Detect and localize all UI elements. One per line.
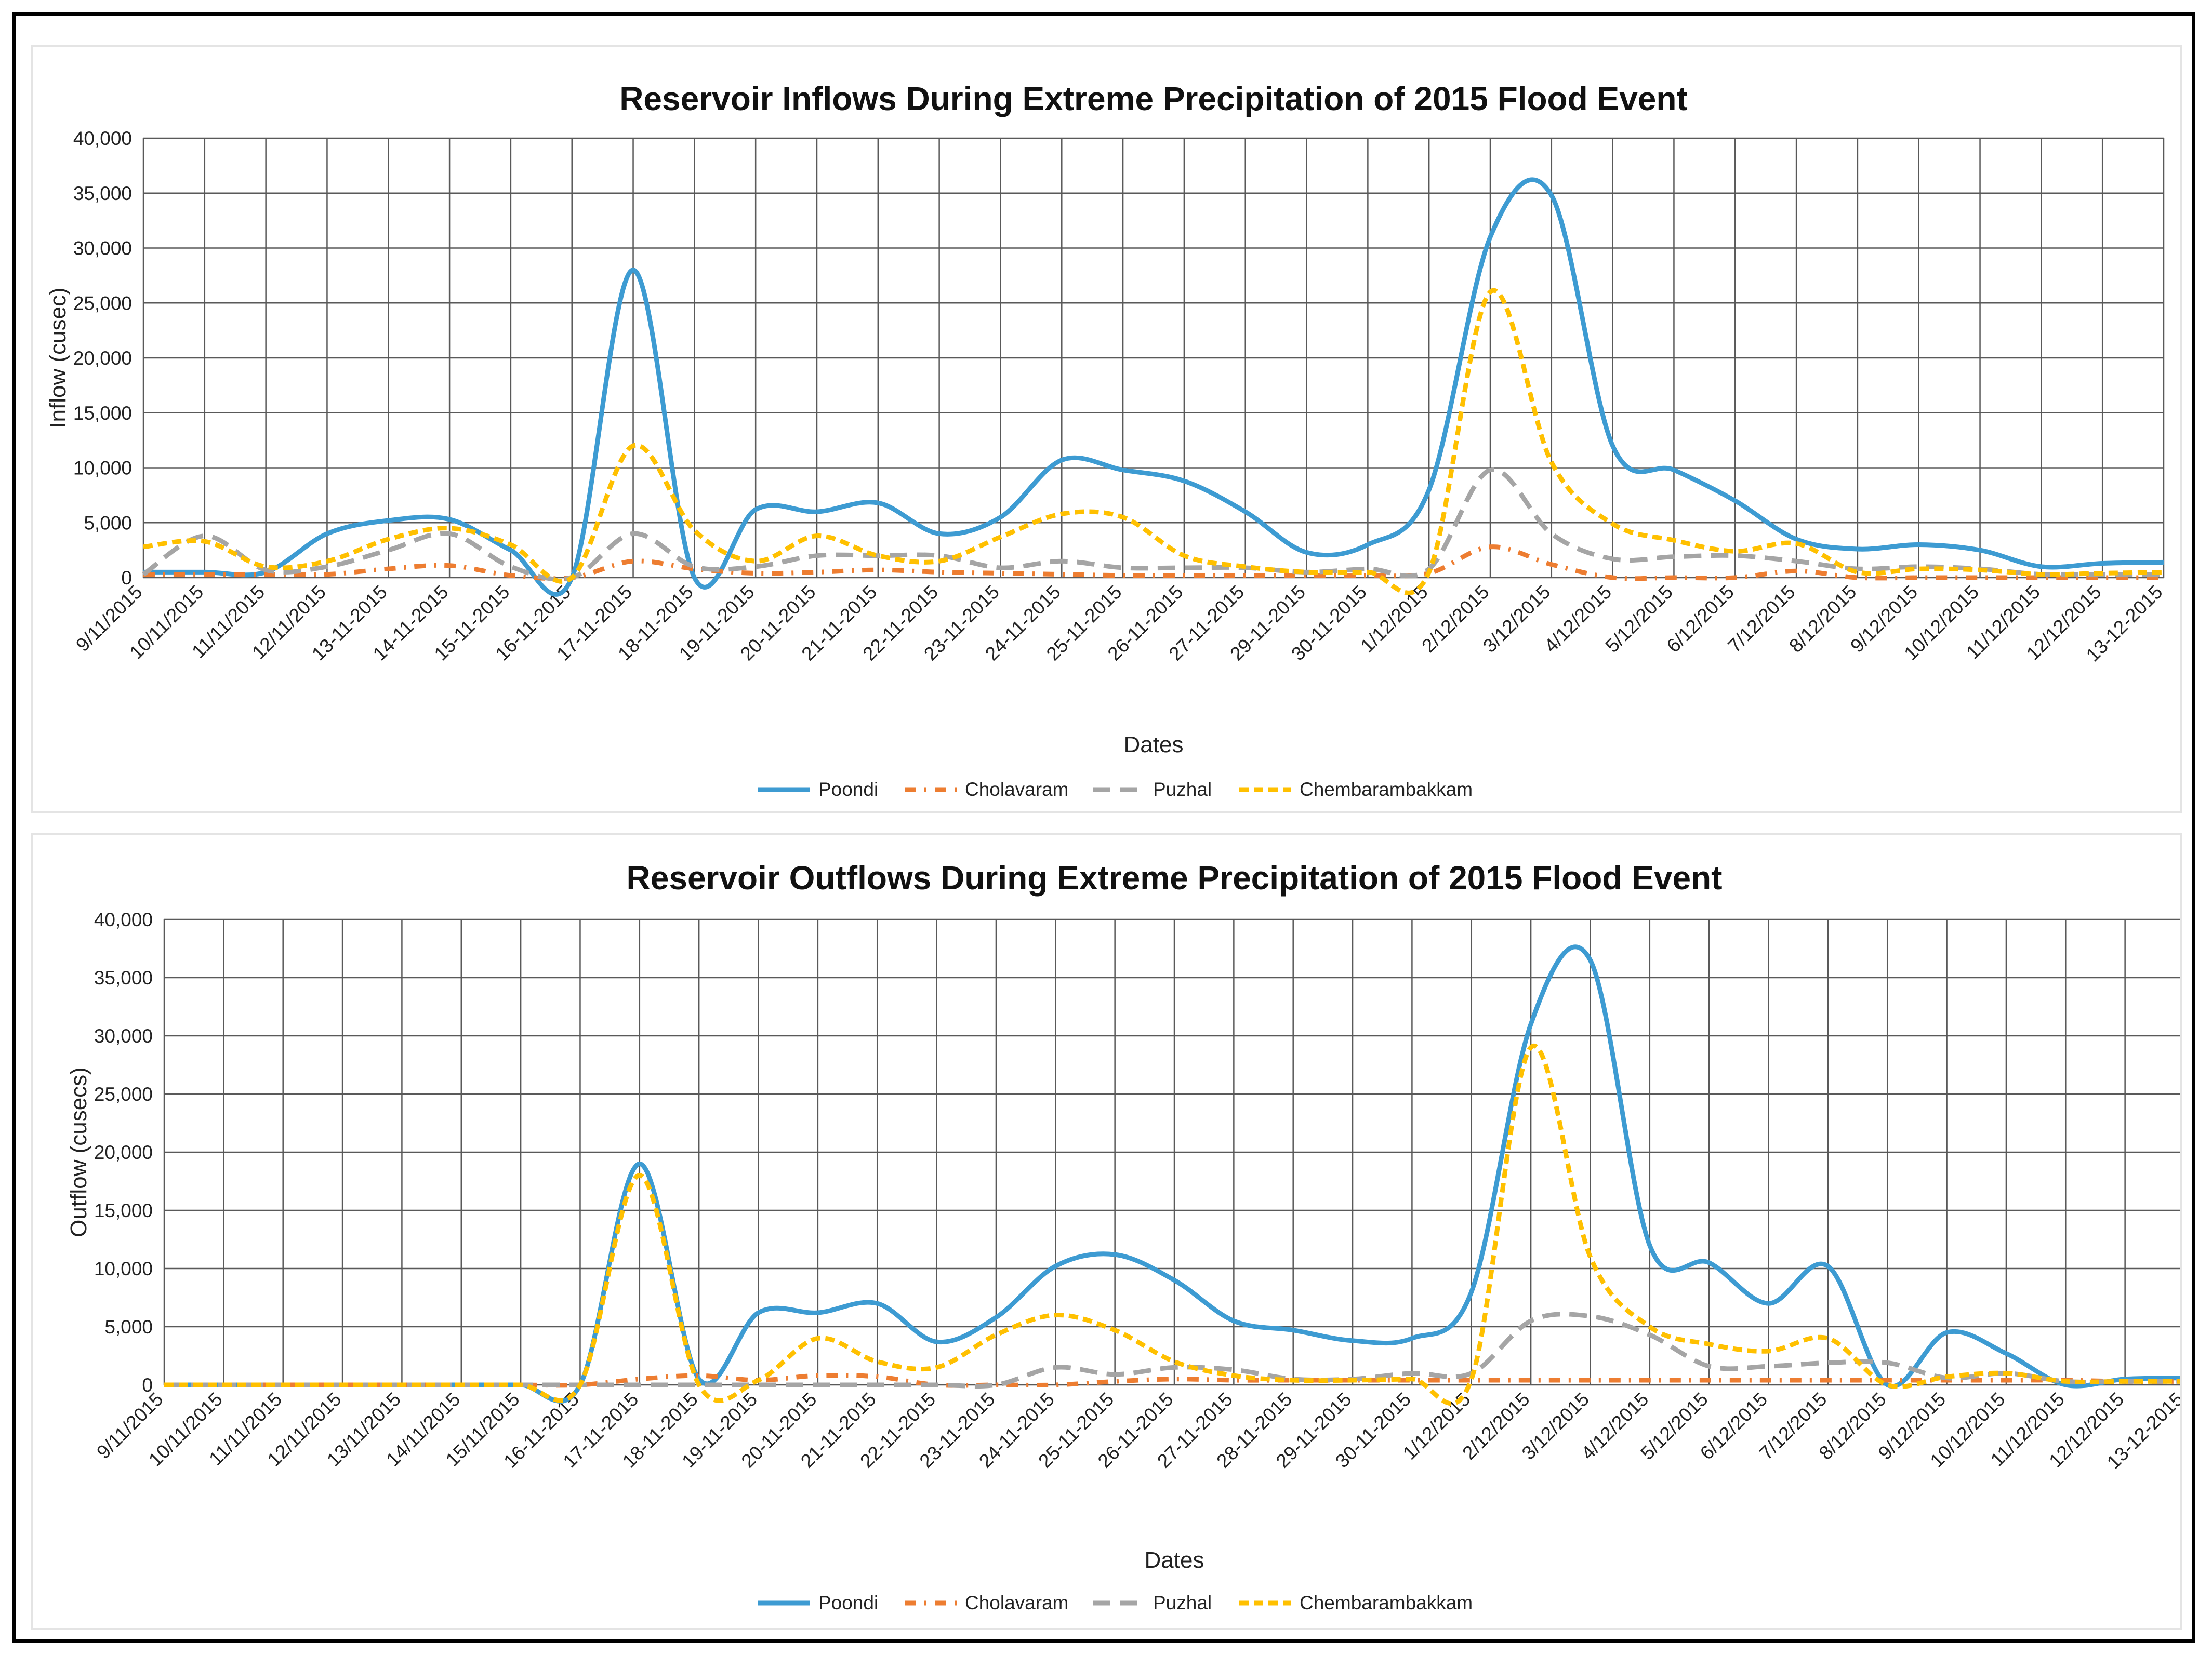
x-tick-label: 8/12/2015 <box>1785 581 1860 657</box>
x-axis-title: Dates <box>1124 732 1184 757</box>
gridlines <box>142 137 2165 579</box>
legend: Poondi Cholavaram Puzhal Chembarambakkam <box>758 779 1473 800</box>
x-tick-label: 5/12/2015 <box>1601 581 1677 657</box>
y-tick-label: 10,000 <box>73 458 132 479</box>
y-tick-label: 35,000 <box>73 183 132 204</box>
y-tick-label: 35,000 <box>94 967 153 989</box>
y-tick-label: 20,000 <box>73 348 132 369</box>
figure-frame: Reservoir Inflows During Extreme Precipi… <box>12 12 2195 1643</box>
legend-label: Chembarambakkam <box>1300 779 1473 800</box>
inflow-chart: Reservoir Inflows During Extreme Precipi… <box>45 80 2167 800</box>
legend: Poondi Cholavaram Puzhal Chembarambakkam <box>758 1592 1473 1613</box>
x-tick-label: 2/12/2015 <box>1418 581 1493 657</box>
legend-label: Puzhal <box>1153 779 1212 800</box>
series-line-puzhal <box>142 467 2164 582</box>
y-tick-label: 5,000 <box>84 512 132 533</box>
x-tick-label: 7/12/2015 <box>1724 581 1799 657</box>
legend-label: Cholavaram <box>965 1592 1068 1613</box>
series-line-poondi <box>143 177 2164 597</box>
inflow-panel: Reservoir Inflows During Extreme Precipi… <box>31 45 2182 813</box>
gridlines <box>163 918 2180 1386</box>
outflow-panel: Reservoir Outflows During Extreme Precip… <box>31 833 2182 1630</box>
y-tick-label: 20,000 <box>94 1142 153 1163</box>
series-line-poondi <box>164 944 2180 1404</box>
y-axis-title: Inflow (cusec) <box>45 287 71 428</box>
y-tick-label: 15,000 <box>94 1200 153 1221</box>
y-tick-label: 30,000 <box>94 1025 153 1047</box>
legend-label: Puzhal <box>1153 1592 1212 1613</box>
series-line-chembarambakkam <box>143 288 2164 595</box>
y-tick-label: 5,000 <box>104 1316 153 1338</box>
chart-title: Reservoir Inflows During Extreme Precipi… <box>619 80 1688 117</box>
legend-label: Chembarambakkam <box>1300 1592 1473 1613</box>
x-tick-label: 3/12/2015 <box>1479 581 1554 657</box>
y-tick-label: 0 <box>121 567 132 589</box>
y-tick-label: 15,000 <box>73 403 132 424</box>
y-axis-title: Outflow (cusecs) <box>66 1067 91 1237</box>
y-tick-label: 40,000 <box>94 909 153 930</box>
x-axis-title: Dates <box>1145 1547 1204 1573</box>
x-tick-label: 4/12/2015 <box>1540 581 1615 657</box>
x-tick-label: 6/12/2015 <box>1663 581 1738 657</box>
x-tick-label: 1/12/2015 <box>1356 581 1432 657</box>
series-line-cholavaram <box>143 544 2164 581</box>
y-tick-label: 25,000 <box>94 1084 153 1105</box>
legend-label: Poondi <box>818 1592 878 1613</box>
y-tick-label: 0 <box>142 1374 153 1396</box>
chart-title: Reservoir Outflows During Extreme Precip… <box>627 859 1723 897</box>
y-tick-label: 40,000 <box>73 128 132 149</box>
series-line-chembarambakkam <box>164 1043 2180 1406</box>
legend-label: Poondi <box>818 779 878 800</box>
y-tick-label: 10,000 <box>94 1258 153 1279</box>
y-tick-label: 25,000 <box>73 292 132 314</box>
y-tick-label: 30,000 <box>73 238 132 259</box>
series-line-puzhal <box>164 1312 2180 1389</box>
legend-label: Cholavaram <box>965 779 1068 800</box>
outflow-chart: Reservoir Outflows During Extreme Precip… <box>66 859 2180 1613</box>
